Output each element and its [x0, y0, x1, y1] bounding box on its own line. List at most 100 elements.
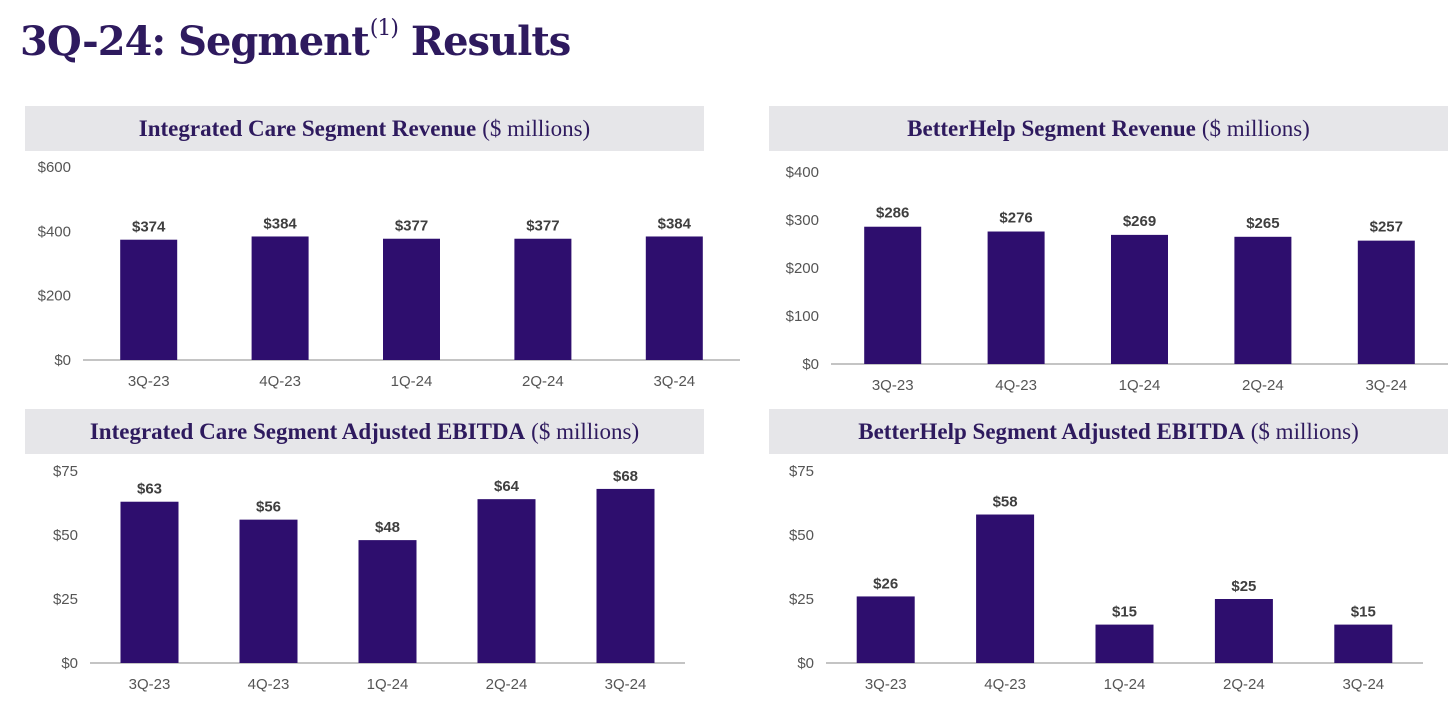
- bar-4q-23: [239, 519, 298, 663]
- bar-3q-24: [645, 236, 703, 360]
- integrated-care-ebitda-chart: $0 $25 $50 $75 $63 3Q-23 $56 4Q-23 $48 1Q-24 $64 2Q…: [53, 463, 685, 693]
- data-label: $384: [658, 215, 692, 232]
- x-tick-label: 2Q-24: [486, 676, 528, 693]
- data-label: $265: [1246, 215, 1279, 232]
- bar-1q-24: [383, 238, 440, 360]
- bar-3q-23: [120, 239, 178, 360]
- data-label: $58: [993, 494, 1018, 511]
- betterhelp-revenue-chart: $0 $100 $200 $300 $400 $286 3Q-23 $276 4Q-23 $269…: [786, 164, 1448, 394]
- x-tick-label: 1Q-24: [1104, 676, 1146, 693]
- data-label: $269: [1123, 213, 1156, 230]
- y-tick-label: $200: [786, 260, 819, 277]
- page-title-main: 3Q-24: Segment: [20, 18, 370, 65]
- data-label: $384: [263, 215, 297, 232]
- data-label: $26: [873, 575, 898, 592]
- bar-4q-23: [976, 514, 1035, 663]
- y-tick-label: $400: [786, 164, 819, 181]
- bar-2q-24: [1234, 236, 1292, 364]
- chart-header: BetterHelp Segment Adjusted EBITDA ($ mi…: [769, 409, 1448, 454]
- x-tick-label: 4Q-23: [259, 373, 301, 390]
- x-tick-label: 3Q-23: [128, 373, 170, 390]
- page-title: 3Q-24: Segment(1) Results: [20, 0, 572, 71]
- chart-header: Integrated Care Segment Revenue ($ milli…: [25, 106, 704, 151]
- y-tick-label: $300: [786, 212, 819, 229]
- chart-title: BetterHelp Segment Revenue: [907, 115, 1196, 141]
- y-tick-label: $50: [789, 527, 814, 544]
- y-tick-label: $0: [802, 356, 819, 373]
- data-label: $15: [1112, 604, 1137, 621]
- x-tick-label: 3Q-24: [605, 676, 647, 693]
- y-tick-label: $0: [61, 655, 78, 672]
- data-label: $48: [375, 519, 400, 536]
- x-tick-label: 3Q-23: [865, 676, 907, 693]
- betterhelp-ebitda-chart: $0 $25 $50 $75 $26 3Q-23 $58 4Q-23 $15 1Q-24 $25 2Q…: [789, 463, 1423, 693]
- x-tick-label: 1Q-24: [391, 373, 433, 390]
- chart-unit: ($ millions): [531, 418, 640, 444]
- bar-2q-24: [514, 238, 572, 360]
- x-tick-label: 4Q-23: [984, 676, 1026, 693]
- x-tick-label: 3Q-23: [129, 676, 171, 693]
- chart-header: Integrated Care Segment Adjusted EBITDA …: [25, 409, 704, 454]
- data-label: $286: [876, 205, 909, 222]
- chart-panel-integrated-care-ebitda: Integrated Care Segment Adjusted EBITDA …: [25, 409, 704, 699]
- y-tick-label: $400: [38, 223, 71, 240]
- bar-4q-23: [251, 236, 309, 360]
- data-label: $374: [132, 219, 166, 236]
- integrated-care-revenue-chart: $0 $200 $400 $600 $374 3Q-23 $384 4Q-23 $377 1Q-2…: [38, 159, 740, 390]
- y-tick-label: $200: [38, 288, 71, 305]
- chart-unit: ($ millions): [482, 115, 591, 141]
- bar-3q-23: [120, 501, 179, 663]
- x-tick-label: 3Q-24: [1342, 676, 1384, 693]
- x-tick-label: 1Q-24: [367, 676, 409, 693]
- chart-title: BetterHelp Segment Adjusted EBITDA: [858, 418, 1245, 444]
- footnote-marker: (1): [369, 16, 399, 41]
- y-tick-label: $600: [38, 159, 71, 176]
- x-tick-label: 2Q-24: [1223, 676, 1265, 693]
- data-label: $56: [256, 499, 281, 516]
- page-title-end: Results: [397, 18, 572, 65]
- data-label: $25: [1231, 578, 1256, 595]
- bar-3q-24: [1357, 240, 1415, 364]
- y-tick-label: $25: [789, 591, 814, 608]
- x-tick-label: 4Q-23: [248, 676, 290, 693]
- x-tick-label: 2Q-24: [1242, 377, 1284, 394]
- y-tick-label: $0: [797, 655, 814, 672]
- y-tick-label: $100: [786, 308, 819, 325]
- data-label: $257: [1370, 219, 1403, 236]
- chart-panel-betterhelp-ebitda: BetterHelp Segment Adjusted EBITDA ($ mi…: [769, 409, 1448, 699]
- bar-2q-24: [1214, 599, 1273, 663]
- bar-3q-24: [1334, 624, 1393, 663]
- y-tick-label: $0: [54, 352, 71, 369]
- y-tick-label: $50: [53, 527, 78, 544]
- data-label: $276: [999, 210, 1032, 227]
- x-tick-label: 3Q-23: [872, 377, 914, 394]
- x-tick-label: 1Q-24: [1119, 377, 1161, 394]
- bar-3q-23: [856, 596, 915, 663]
- data-label: $15: [1351, 604, 1376, 621]
- chart-panel-betterhelp-revenue: BetterHelp Segment Revenue ($ millions) …: [769, 106, 1448, 396]
- chart-unit: ($ millions): [1201, 115, 1310, 141]
- chart-title: Integrated Care Segment Adjusted EBITDA: [89, 418, 526, 444]
- bar-2q-24: [477, 499, 536, 663]
- x-tick-label: 2Q-24: [522, 373, 564, 390]
- bar-1q-24: [1111, 234, 1168, 364]
- x-tick-label: 3Q-24: [653, 373, 695, 390]
- data-label: $68: [613, 468, 638, 485]
- bar-4q-23: [987, 231, 1045, 364]
- y-tick-label: $75: [53, 463, 78, 480]
- bar-3q-23: [864, 226, 922, 364]
- y-tick-label: $25: [53, 591, 78, 608]
- y-tick-label: $75: [789, 463, 814, 480]
- data-label: $377: [395, 218, 428, 235]
- data-label: $377: [526, 218, 559, 235]
- bar-3q-24: [596, 488, 655, 663]
- chart-title: Integrated Care Segment Revenue: [138, 115, 477, 141]
- chart-unit: ($ millions): [1250, 418, 1359, 444]
- data-label: $63: [137, 481, 162, 498]
- bar-1q-24: [358, 540, 417, 663]
- x-tick-label: 4Q-23: [995, 377, 1037, 394]
- data-label: $64: [494, 478, 520, 495]
- bar-1q-24: [1095, 624, 1154, 663]
- chart-panel-integrated-care-revenue: Integrated Care Segment Revenue ($ milli…: [25, 106, 740, 396]
- x-tick-label: 3Q-24: [1365, 377, 1407, 394]
